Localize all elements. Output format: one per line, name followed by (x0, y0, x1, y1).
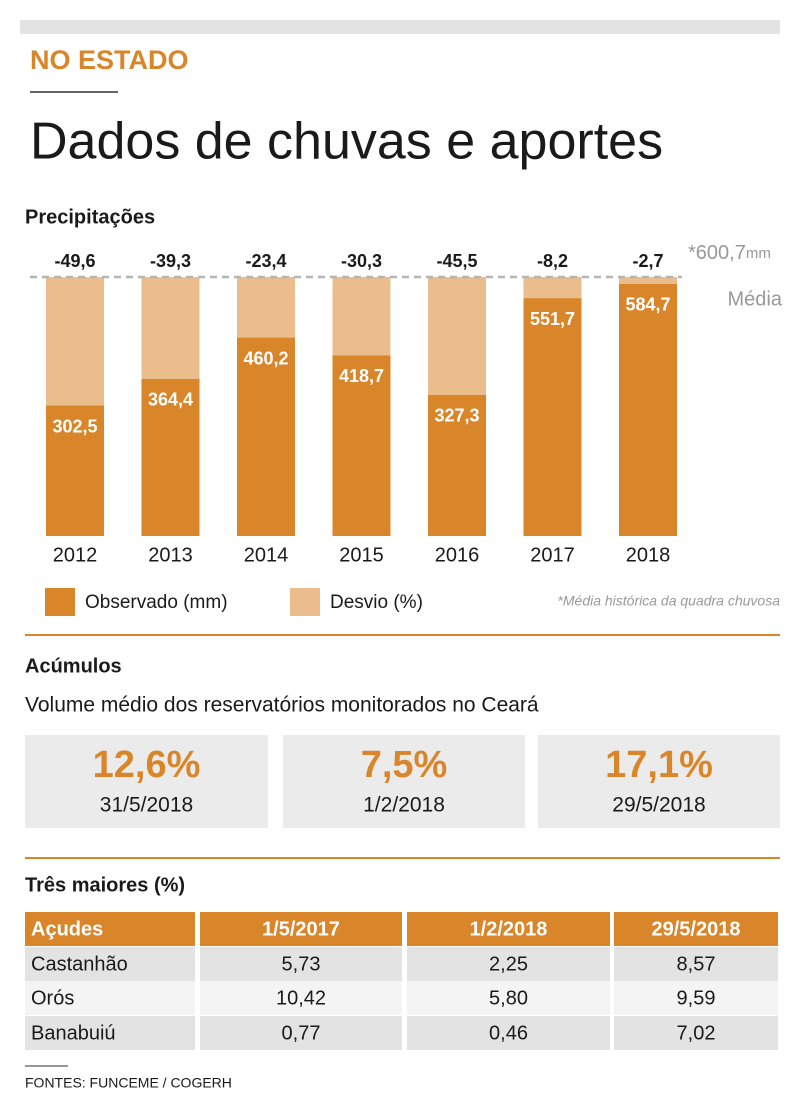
average-label: *600,7mm (688, 242, 771, 264)
table-text: 0,77 (282, 1022, 321, 1044)
table-text: 8,57 (677, 953, 716, 975)
table-title: Três maiores (%) (25, 874, 185, 896)
table-text: 5,73 (282, 953, 321, 975)
table-cell (614, 912, 778, 946)
section-title: Acúmulos (25, 655, 122, 677)
table-header: Açudes (31, 918, 103, 940)
table-text: Orós (31, 987, 74, 1009)
table-text: Castanhão (31, 953, 128, 975)
card-value: 12,6% (93, 744, 201, 786)
table-cell (200, 947, 402, 981)
deviation-label: -39,3 (150, 251, 191, 271)
table-cell (614, 947, 778, 981)
chart-title: Precipitações (25, 206, 155, 228)
bar-observed (141, 378, 200, 536)
table-cell (407, 981, 610, 1015)
card (538, 735, 780, 828)
value-label: 327,3 (434, 406, 479, 426)
average-name: Média (728, 288, 783, 310)
x-tick-label: 2012 (53, 544, 98, 566)
card-value: 17,1% (605, 744, 713, 786)
kicker: NO ESTADO (30, 45, 189, 75)
section-subtitle: Volume médio dos reservatórios monitorad… (25, 694, 539, 717)
value-label: 460,2 (243, 348, 288, 368)
table-cell (25, 947, 195, 981)
cards: 12,6% 31/5/2018 7,5% 1/2/2018 17,1% 29/5/2018 (25, 735, 780, 828)
bar-deviation (523, 276, 582, 299)
deviation-label: -2,7 (632, 251, 663, 271)
bar-deviation (619, 276, 677, 284)
table-cell (200, 912, 402, 946)
table-header: 29/5/2018 (652, 918, 741, 940)
card-date: 31/5/2018 (100, 794, 193, 817)
deviation-label: -8,2 (537, 251, 568, 271)
top-bar (20, 20, 780, 34)
deviation-label: -45,5 (436, 251, 477, 271)
table-cell (25, 981, 195, 1015)
table-text: 9,59 (677, 987, 716, 1009)
table-cell (25, 912, 195, 946)
table-cell (200, 1016, 402, 1050)
x-tick-label: 2017 (530, 544, 575, 566)
bar-observed (428, 394, 486, 536)
deviation-label: -23,4 (245, 251, 286, 271)
table: Açudes 1/5/2017 1/2/2018 29/5/2018 Castanhão… (25, 912, 778, 1050)
legend-swatch (45, 588, 75, 616)
x-tick-label: 2013 (148, 544, 193, 566)
legend-label: Observado (mm) (85, 592, 228, 613)
value-label: 418,7 (339, 366, 384, 386)
deviation-label: -49,6 (54, 251, 95, 271)
legend-label: Desvio (%) (330, 592, 423, 613)
page-title: Dados de chuvas e aportes (30, 113, 663, 171)
x-tick-label: 2015 (339, 544, 384, 566)
bar-deviation (332, 276, 391, 356)
table-header: 1/2/2018 (470, 918, 548, 940)
table-cell (614, 1016, 778, 1050)
table-text: Banabuiú (31, 1022, 116, 1044)
bar-deviation (141, 277, 200, 379)
table-text: 0,46 (489, 1022, 528, 1044)
note: *Média histórica da quadra chuvosa (557, 593, 780, 609)
average-value: *600,7 (688, 242, 746, 264)
bar-observed (523, 298, 582, 536)
value-label: 584,7 (625, 295, 670, 315)
value-label: 302,5 (52, 416, 97, 436)
bar-deviation (428, 277, 486, 395)
table-cell (407, 947, 610, 981)
table-cell (614, 981, 778, 1015)
card-date: 1/2/2018 (363, 794, 445, 817)
x-tick-label: 2018 (626, 544, 671, 566)
table-text: 7,02 (677, 1022, 716, 1044)
bar-deviation (46, 277, 104, 406)
bar-observed (332, 355, 391, 536)
card (283, 735, 525, 828)
bar-observed (619, 283, 677, 536)
average-unit: mm (746, 245, 771, 262)
bar-observed (46, 405, 104, 536)
x-tick-label: 2014 (244, 544, 289, 566)
table-cell (407, 1016, 610, 1050)
bar-deviation (237, 276, 295, 338)
legend-swatch (290, 588, 320, 616)
chart: 302,5 -49,6 2012 364,4 -39,3 2013 460,2 -23,4 20… (30, 242, 783, 616)
card-value: 7,5% (361, 744, 448, 786)
table-cell (200, 981, 402, 1015)
table-text: 5,80 (489, 987, 528, 1009)
table-header: 1/5/2017 (262, 918, 340, 940)
table-cell (25, 1016, 195, 1050)
bar-observed (237, 337, 295, 536)
value-label: 364,4 (148, 390, 193, 410)
source: FONTES: FUNCEME / COGERH (25, 1075, 232, 1091)
card (25, 735, 268, 828)
table-text: 10,42 (276, 987, 326, 1009)
table-text: 2,25 (489, 953, 528, 975)
card-date: 29/5/2018 (612, 794, 705, 817)
x-tick-label: 2016 (435, 544, 480, 566)
table-cell (407, 912, 610, 946)
deviation-label: -30,3 (341, 251, 382, 271)
value-label: 551,7 (530, 309, 575, 329)
